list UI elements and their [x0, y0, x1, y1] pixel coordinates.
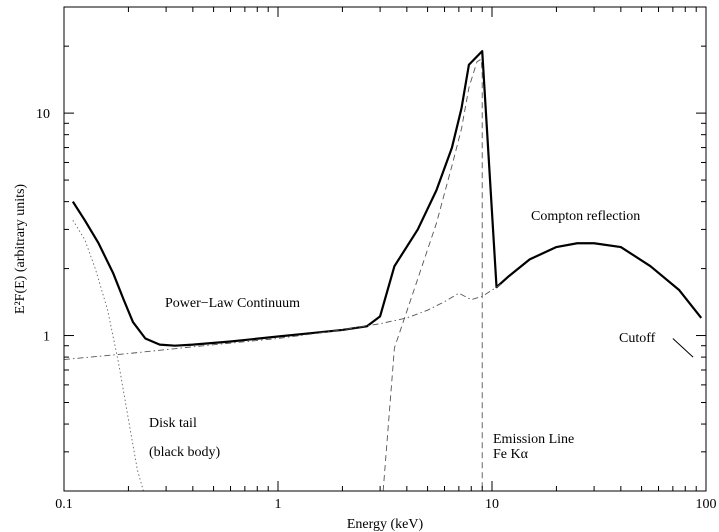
plot-frame: [63, 6, 707, 492]
x-axis-label: Energy (keV): [347, 517, 424, 532]
annotation-compton-reflection: Compton reflection: [531, 209, 640, 224]
annotation-power-law-continuum: Power−Law Continuum: [165, 296, 300, 311]
x-tick-label: 10: [485, 497, 499, 512]
series-line-5: [672, 338, 694, 358]
annotation-fe-k-alpha: Fe Kα: [493, 447, 529, 462]
y-axis-label: E²F(E) (arbitrary units): [13, 184, 28, 314]
series-line-2: [64, 283, 502, 360]
annotation-emission-line: Emission Line: [493, 432, 574, 447]
series-line-3: [382, 58, 483, 491]
annotation-disk-tail: Disk tail: [149, 416, 197, 431]
annotation-cutoff: Cutoff: [619, 331, 656, 346]
x-tick-label: 100: [696, 497, 717, 512]
annotation-black-body: (black body): [149, 445, 220, 460]
series-line-1: [71, 50, 703, 347]
x-tick-label: 0.1: [55, 497, 73, 512]
x-tick-label: 1: [275, 497, 282, 512]
series-line-4: [72, 219, 144, 491]
tick-layer: 0.1 1 10 100 1 10: [36, 7, 717, 512]
series-layer: [64, 50, 703, 491]
y-tick-label: 1: [43, 330, 50, 345]
y-tick-label: 10: [36, 107, 50, 122]
